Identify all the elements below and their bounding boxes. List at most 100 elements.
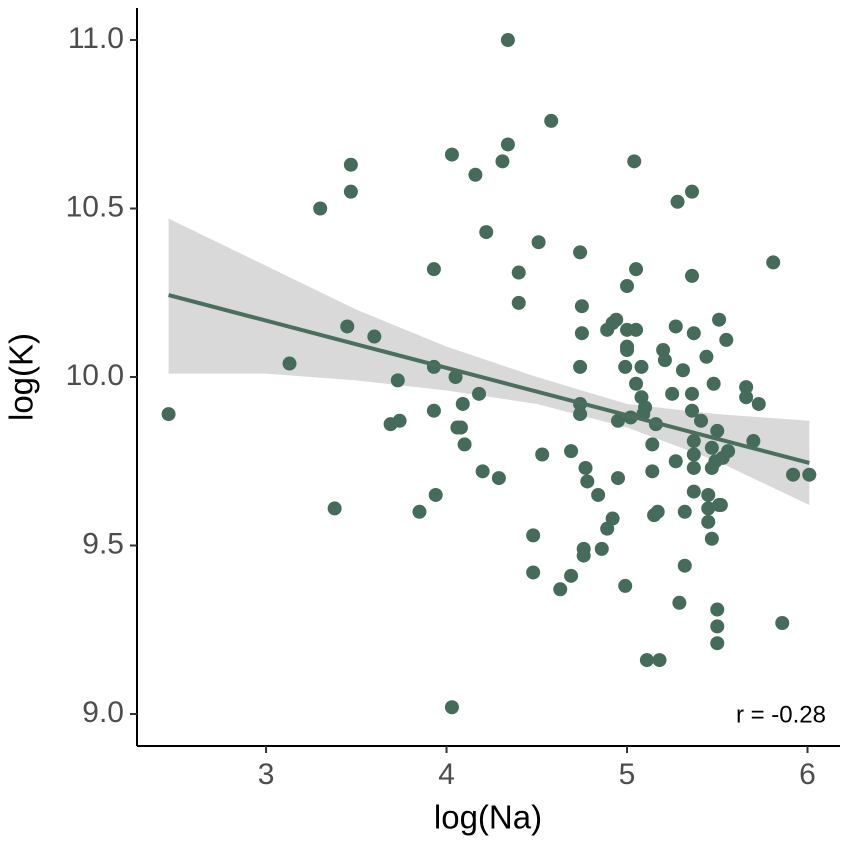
- point: [573, 245, 588, 260]
- point: [618, 359, 633, 374]
- point: [677, 504, 692, 519]
- point: [699, 349, 714, 364]
- point: [694, 413, 709, 428]
- point: [721, 444, 736, 459]
- point: [701, 487, 716, 502]
- point: [578, 460, 593, 475]
- point: [426, 262, 441, 277]
- point: [444, 147, 459, 162]
- point: [627, 154, 642, 169]
- point: [620, 279, 635, 294]
- point: [511, 295, 526, 310]
- point: [468, 167, 483, 182]
- point: [629, 376, 644, 391]
- point: [553, 582, 568, 597]
- point: [629, 322, 644, 337]
- point: [457, 437, 472, 452]
- point: [574, 326, 589, 341]
- point: [573, 407, 588, 422]
- point: [634, 359, 649, 374]
- point: [161, 407, 176, 422]
- x-tick-label: 6: [799, 758, 816, 791]
- point: [739, 390, 754, 405]
- point: [645, 437, 660, 452]
- point: [426, 403, 441, 418]
- point: [475, 464, 490, 479]
- point: [313, 201, 328, 216]
- point: [412, 504, 427, 519]
- point: [327, 501, 342, 516]
- point: [686, 326, 701, 341]
- y-tick-label: 11.0: [68, 22, 124, 55]
- point: [786, 467, 801, 482]
- point: [645, 464, 660, 479]
- point: [479, 225, 494, 240]
- point: [448, 370, 463, 384]
- point: [685, 386, 699, 401]
- point: [701, 514, 716, 529]
- point: [672, 595, 687, 610]
- point: [677, 558, 692, 573]
- point: [704, 531, 719, 546]
- point: [710, 423, 725, 438]
- point: [511, 265, 526, 280]
- point: [668, 454, 683, 469]
- point: [531, 235, 546, 250]
- point: [573, 359, 588, 374]
- point: [704, 440, 719, 455]
- point: [766, 255, 781, 270]
- y-axis-title: log(K): [3, 333, 40, 421]
- point: [719, 332, 734, 347]
- point: [580, 474, 595, 489]
- y-tick-label: 10.5: [66, 190, 124, 223]
- point: [453, 420, 468, 435]
- point: [282, 356, 297, 371]
- point: [390, 373, 405, 388]
- point: [455, 396, 470, 411]
- point: [526, 528, 541, 543]
- point: [340, 319, 355, 334]
- point: [802, 467, 817, 482]
- point: [713, 498, 728, 513]
- point: [775, 616, 790, 630]
- point: [685, 403, 699, 418]
- point: [652, 653, 667, 668]
- point: [639, 653, 654, 668]
- point: [472, 386, 487, 401]
- point: [535, 447, 550, 462]
- point: [710, 619, 725, 634]
- y-tick-label: 9.0: [82, 696, 124, 729]
- point: [665, 386, 680, 401]
- point: [544, 113, 559, 128]
- point: [564, 568, 579, 583]
- point: [685, 268, 699, 283]
- point: [611, 471, 625, 486]
- x-tick-label: 3: [258, 758, 275, 791]
- point: [591, 487, 606, 502]
- point: [495, 154, 510, 169]
- point: [650, 504, 665, 519]
- point: [491, 471, 506, 486]
- point: [576, 548, 591, 563]
- y-tick-label: 9.5: [82, 527, 124, 560]
- point: [657, 353, 672, 368]
- point: [605, 511, 620, 526]
- confidence-band: [168, 218, 810, 506]
- point: [444, 700, 459, 715]
- fit-line: [168, 293, 810, 465]
- x-axis-title: log(Na): [434, 799, 542, 836]
- point: [668, 319, 683, 334]
- point: [367, 329, 382, 344]
- point: [712, 312, 727, 327]
- point: [706, 376, 721, 391]
- point: [611, 413, 625, 428]
- point: [594, 541, 609, 556]
- point: [710, 636, 725, 651]
- point: [685, 184, 699, 199]
- point: [526, 565, 541, 580]
- point: [500, 33, 515, 48]
- point: [343, 157, 358, 172]
- point: [343, 184, 358, 199]
- annotation: r = -0.28: [736, 701, 826, 728]
